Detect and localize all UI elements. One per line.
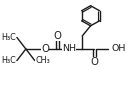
Text: H₃C: H₃C [2,56,16,65]
Text: NH: NH [62,44,76,54]
Text: O: O [90,57,98,67]
Text: O: O [53,31,61,41]
Text: OH: OH [111,44,125,54]
Text: O: O [41,44,49,54]
Text: CH₃: CH₃ [35,56,50,65]
Text: H₃C: H₃C [2,33,16,42]
